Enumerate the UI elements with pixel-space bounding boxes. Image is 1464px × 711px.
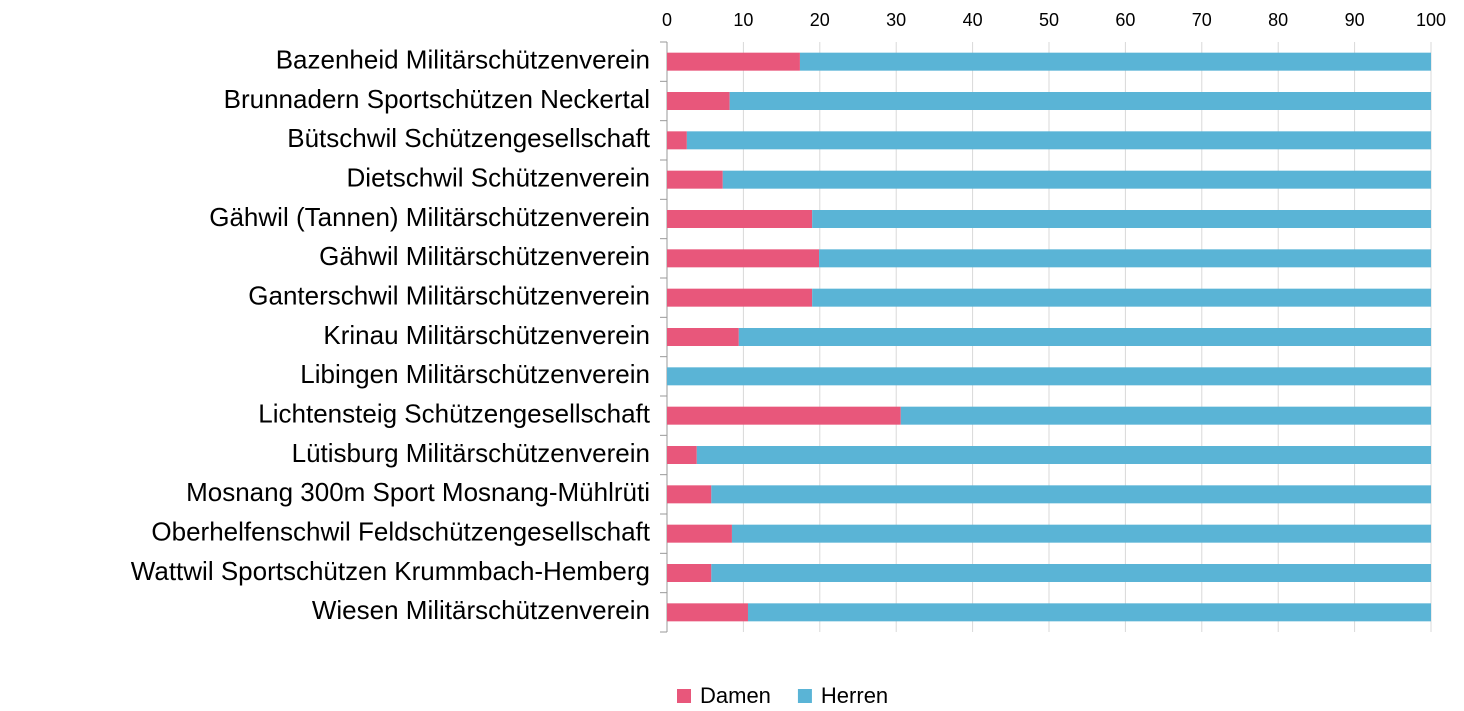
x-tick-label: 40 [963,10,983,30]
bar-segment [731,524,1431,543]
x-tick-label: 100 [1416,10,1446,30]
category-label: Oberhelfenschwil Feldschützengesellschaf… [151,517,650,547]
category-label: Gähwil (Tannen) Militärschützenverein [209,202,650,232]
bar-segment [667,524,732,543]
bar-segment [686,131,1431,150]
legend-swatch [677,689,691,703]
bar-segment [667,564,712,582]
bar-segment [667,210,813,228]
bar-segment [667,446,697,464]
bar-segment [812,210,1431,228]
bar-segment [819,249,1431,268]
legend-label: Herren [821,683,888,708]
legend-swatch [797,689,812,703]
category-label: Lichtensteig Schützengesellschaft [258,399,650,429]
x-tick-label: 90 [1345,10,1365,30]
x-tick-label: 30 [886,10,906,30]
bar-segment [799,52,1431,71]
category-label: Dietschwil Schützenverein [347,163,650,193]
bar-segment [747,603,1431,622]
bar-segment [696,446,1431,464]
bar-segment [667,603,748,622]
bar-segment [667,131,687,150]
bar-segment [667,328,739,346]
category-label: Bütschwil Schützengesellschaft [287,123,651,153]
legend-label: Damen [700,683,771,708]
bar-segment [667,92,730,110]
bar-segment [667,170,723,189]
category-label: Bazenheid Militärschützenverein [276,45,650,75]
bar-segment [722,170,1431,189]
category-label: Brunnadern Sportschützen Neckertal [224,84,650,114]
x-tick-label: 10 [733,10,753,30]
category-label: Libingen Militärschützenverein [300,359,650,389]
x-tick-label: 80 [1268,10,1288,30]
bar-segment [667,249,820,268]
category-label: Lütisburg Militärschützenverein [292,438,650,468]
x-tick-label: 50 [1039,10,1059,30]
bar-segment [667,406,901,425]
bar-segment [667,485,712,504]
bar-segment [711,485,1431,504]
category-label: Wattwil Sportschützen Krummbach-Hemberg [131,556,650,586]
x-tick-label: 0 [662,10,672,30]
category-label: Krinau Militärschützenverein [323,320,650,350]
bar-segment [667,288,813,307]
x-tick-label: 70 [1192,10,1212,30]
category-label: Mosnang 300m Sport Mosnang-Mühlrüti [186,477,650,507]
category-label: Gähwil Militärschützenverein [319,241,650,271]
bar-segment [729,92,1431,110]
category-label: Ganterschwil Militärschützenverein [248,281,650,311]
category-label: Wiesen Militärschützenverein [312,595,650,625]
x-tick-label: 20 [810,10,830,30]
bar-segment [900,406,1431,425]
bar-segment [711,564,1431,582]
x-tick-label: 60 [1115,10,1135,30]
bar-segment [812,288,1431,307]
bar-segment [738,328,1431,346]
bar-segment [667,367,1431,386]
bar-segment [667,52,800,71]
